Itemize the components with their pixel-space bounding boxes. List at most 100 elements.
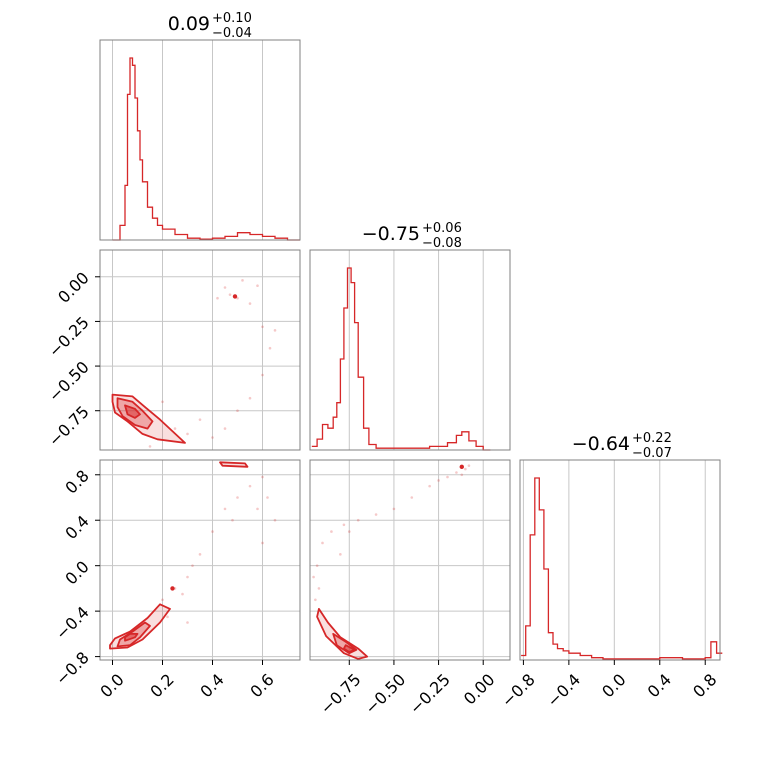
histogram-bin — [364, 428, 369, 450]
histogram-bin — [323, 425, 328, 450]
histogram-bin — [175, 235, 188, 240]
histogram-bin — [553, 644, 558, 660]
scatter-points — [148, 279, 277, 448]
histogram-series — [521, 477, 723, 660]
histogram-bin — [462, 432, 469, 450]
scatter-point — [330, 530, 333, 533]
title-value: 0.09 — [168, 13, 210, 35]
scatter-point — [428, 484, 431, 488]
title-value: −0.75 — [362, 223, 420, 245]
x-tick-label: 0.0 — [96, 670, 127, 701]
scatter-point — [211, 436, 214, 439]
scatter-point — [392, 507, 396, 511]
scatter-point — [467, 464, 471, 467]
scatter-point — [315, 564, 319, 567]
histogram-step-line — [112, 57, 300, 241]
x-tick-label: −0.75 — [316, 670, 364, 718]
title-lower-error: −0.07 — [632, 446, 672, 461]
scatter-point — [374, 513, 378, 516]
title-upper-error: +0.06 — [422, 221, 462, 236]
histogram-bin — [369, 445, 376, 450]
gridlines — [112, 40, 263, 240]
histogram-bin — [558, 649, 564, 660]
histogram-step-line — [311, 267, 491, 451]
histogram-bin — [143, 182, 148, 240]
histogram-bin — [263, 236, 276, 240]
histogram-bin — [348, 268, 352, 450]
x-tick-label: 0.4 — [196, 670, 227, 701]
scatter-point — [223, 286, 227, 289]
scatter-point — [236, 496, 239, 499]
scatter-point — [186, 575, 189, 579]
histogram-bin — [456, 435, 461, 450]
scatter-point — [198, 553, 202, 556]
scatter-point — [248, 484, 252, 488]
scatter-point — [228, 293, 232, 296]
histogram-bin — [225, 236, 238, 240]
histogram-bin — [328, 428, 333, 450]
scatter-point — [268, 346, 272, 350]
density-contour — [124, 633, 139, 642]
scatter-point — [248, 302, 252, 305]
title-upper-error: +0.10 — [212, 11, 252, 26]
x-tick-label: −0.4 — [543, 670, 584, 711]
scatter-point — [464, 467, 467, 471]
panel-frame — [519, 459, 721, 661]
histogram-bin — [238, 233, 251, 240]
x-tick-label: 0.2 — [146, 670, 177, 701]
scatter-point — [437, 479, 440, 482]
histogram-bin — [526, 626, 531, 660]
histogram-bin — [140, 160, 143, 240]
scatter-point — [446, 475, 449, 479]
panel-frame — [99, 249, 301, 451]
scatter-point — [455, 471, 458, 474]
histogram-bin — [580, 655, 591, 660]
scatter-point — [312, 575, 315, 579]
scatter-point — [236, 409, 239, 413]
histogram-bin — [430, 446, 448, 450]
title-value: −0.64 — [572, 433, 630, 455]
gridlines — [100, 460, 300, 660]
density-contour — [219, 461, 249, 468]
histogram-bin — [544, 569, 549, 660]
histogram-bin — [250, 235, 263, 240]
scatter-point — [181, 592, 184, 596]
histogram-bin — [344, 308, 348, 450]
panel-frame — [309, 459, 511, 661]
scatter-point — [347, 530, 351, 533]
density-peak — [170, 586, 175, 591]
panel-frame — [99, 39, 301, 241]
histogram-bin — [355, 323, 359, 450]
scatter-point — [216, 296, 219, 300]
scatter-point — [161, 598, 164, 602]
histogram-bin — [351, 283, 355, 450]
title-upper-error: +0.22 — [632, 431, 672, 446]
gridlines — [348, 250, 484, 450]
x-tick-label: 0.00 — [460, 670, 499, 709]
scatter-point — [166, 615, 169, 619]
y-tick-label: 0.4 — [61, 512, 92, 543]
scatter-point — [266, 496, 269, 499]
histogram-bin — [469, 441, 476, 450]
histogram-bin — [448, 443, 457, 450]
histogram-bin — [358, 377, 363, 450]
scatter-point — [186, 432, 189, 436]
histogram-series — [311, 267, 491, 451]
y-tick-label: −0.4 — [52, 603, 93, 644]
histogram-bin — [130, 58, 133, 240]
histogram-bin — [120, 225, 125, 240]
y-tick-label: −0.8 — [52, 648, 93, 689]
y-tick-label: 0.0 — [61, 557, 92, 588]
histogram-bin — [539, 510, 544, 660]
histogram-bin — [717, 653, 720, 660]
scatter-point — [261, 325, 264, 329]
panel-title: 0.09 +0.10−0.04 — [168, 11, 252, 41]
scatter-point — [261, 373, 264, 377]
gridlines — [522, 460, 706, 660]
histogram-bin — [476, 446, 483, 450]
title-lower-error: −0.04 — [212, 26, 252, 41]
histogram-bin — [163, 229, 176, 240]
density-peak — [459, 464, 464, 470]
scatter-point — [241, 279, 244, 282]
histogram-step-line — [521, 477, 723, 660]
